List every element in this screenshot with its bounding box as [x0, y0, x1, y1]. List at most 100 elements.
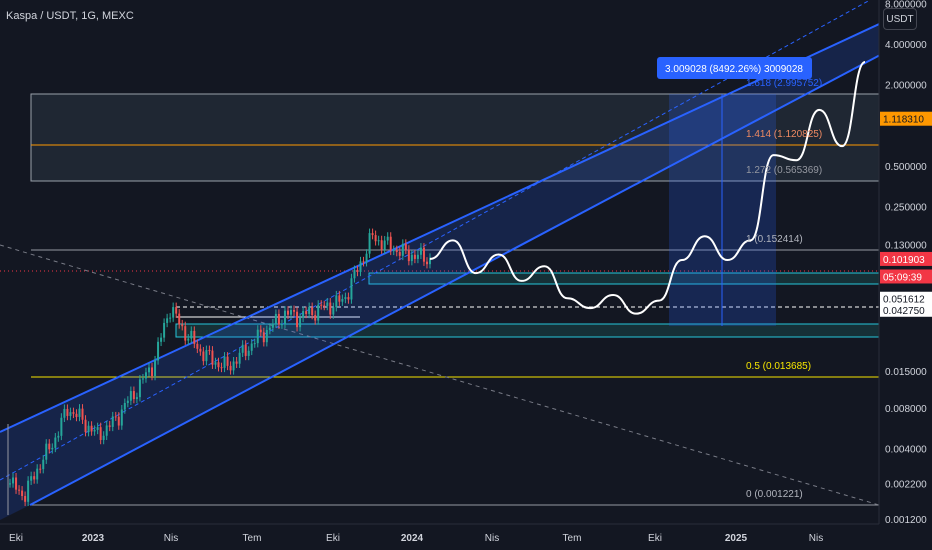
- candle-body: [244, 344, 247, 356]
- candle-body: [51, 447, 54, 450]
- x-tick-5: 2024: [401, 533, 424, 544]
- candle-body: [317, 304, 320, 321]
- candle-body: [57, 435, 60, 438]
- candle-body: [96, 427, 99, 430]
- candle-body: [211, 350, 214, 365]
- candle-body: [386, 236, 389, 241]
- price-tag-bg-3: [880, 291, 932, 306]
- x-tick-0: Eki: [9, 533, 23, 544]
- symbol-title: Kaspa / USDT, 1G, MEXC: [6, 10, 134, 22]
- candle-body: [350, 278, 353, 300]
- candle-body: [163, 322, 166, 338]
- candles: [9, 228, 431, 507]
- candle-body: [425, 261, 428, 265]
- candle-body: [341, 298, 344, 302]
- candle-body: [181, 324, 184, 327]
- measure-tag: [657, 57, 812, 79]
- candle-body: [154, 360, 157, 377]
- x-tick-2: Nis: [164, 533, 178, 544]
- candle-body: [305, 311, 308, 314]
- candle-body: [311, 307, 314, 316]
- candle-body: [39, 468, 42, 470]
- candle-body: [135, 397, 138, 400]
- y-tick-1: 4.000000: [885, 40, 927, 51]
- x-tick-3: Tem: [243, 533, 262, 544]
- candle-body: [356, 270, 359, 272]
- candle-body: [308, 307, 311, 314]
- candle-body: [380, 240, 383, 250]
- candle-body: [271, 323, 274, 328]
- channel-lower: [29, 27, 932, 506]
- candle-body: [208, 350, 211, 352]
- candle-body: [126, 400, 129, 403]
- y-tick-8: 0.004000: [885, 444, 927, 455]
- candle-body: [235, 361, 238, 364]
- y-tick-5: 0.130000: [885, 241, 927, 252]
- candle-body: [60, 417, 63, 436]
- time-axis-bg: [0, 524, 932, 550]
- candle-body: [256, 329, 259, 344]
- candle-body: [383, 240, 386, 250]
- candle-body: [54, 437, 57, 448]
- candle-body: [178, 313, 181, 325]
- x-tick-4: Eki: [326, 533, 340, 544]
- candle-body: [36, 468, 39, 480]
- candle-body: [371, 233, 374, 236]
- y-tick-7: 0.008000: [885, 404, 927, 415]
- candle-body: [132, 391, 135, 400]
- candle-body: [404, 243, 407, 250]
- candle-body: [141, 378, 144, 380]
- y-tick-3: 0.500000: [885, 162, 927, 173]
- candle-body: [353, 270, 356, 279]
- fib-label-1: 1 (0.152414): [746, 234, 803, 245]
- candle-body: [187, 338, 190, 341]
- candle-body: [362, 261, 365, 263]
- candle-body: [280, 324, 283, 326]
- candle-body: [392, 250, 395, 252]
- candle-body: [259, 329, 262, 333]
- candle-body: [84, 419, 87, 433]
- y-tick-4: 0.250000: [885, 202, 927, 213]
- candle-body: [63, 408, 66, 418]
- price-tag-4: 0.042750: [883, 306, 925, 317]
- measure-label: 3.009028 (8492.26%) 3009028: [665, 64, 803, 75]
- candle-body: [78, 408, 81, 417]
- candle-body: [232, 361, 235, 371]
- candle-body: [296, 311, 299, 328]
- time-axis: Eki 2023 Nis Tem Eki 2024 Nis Tem Eki 2025 Nis: [9, 533, 823, 544]
- fib-label-1-272: 1.272 (0.565369): [746, 165, 822, 176]
- candle-body: [377, 240, 380, 242]
- channel-mid: [0, 0, 871, 481]
- price-tag-bg-0: [880, 111, 932, 126]
- currency-button[interactable]: USDT: [883, 8, 917, 30]
- candle-body: [42, 459, 45, 470]
- candle-body: [299, 317, 302, 328]
- candle-body: [374, 235, 377, 242]
- candle-body: [202, 351, 205, 362]
- candle-body: [102, 435, 105, 440]
- candle-body: [27, 480, 30, 502]
- candle-body: [72, 412, 75, 414]
- candle-body: [87, 425, 90, 433]
- candle-body: [329, 302, 332, 315]
- candle-body: [157, 341, 160, 361]
- candle-body: [18, 489, 21, 491]
- candle-body: [129, 391, 132, 401]
- candle-body: [338, 295, 341, 302]
- y-tick-6: 0.015000: [885, 367, 927, 378]
- candle-body: [196, 343, 199, 349]
- candle-body: [30, 476, 33, 481]
- candle-body: [398, 252, 401, 256]
- candle-body: [160, 337, 163, 342]
- price-tag-2: 05:09:39: [883, 272, 922, 283]
- price-tag-0: 1.118310: [883, 115, 924, 126]
- candle-body: [15, 477, 18, 490]
- candle-body: [293, 310, 296, 312]
- candle-body: [302, 311, 305, 318]
- x-tick-7: Tem: [563, 533, 582, 544]
- candle-body: [169, 317, 172, 319]
- fib-label-1-414: 1.414 (1.120825): [746, 129, 822, 140]
- x-tick-1: 2023: [82, 533, 105, 544]
- candle-body: [286, 310, 289, 315]
